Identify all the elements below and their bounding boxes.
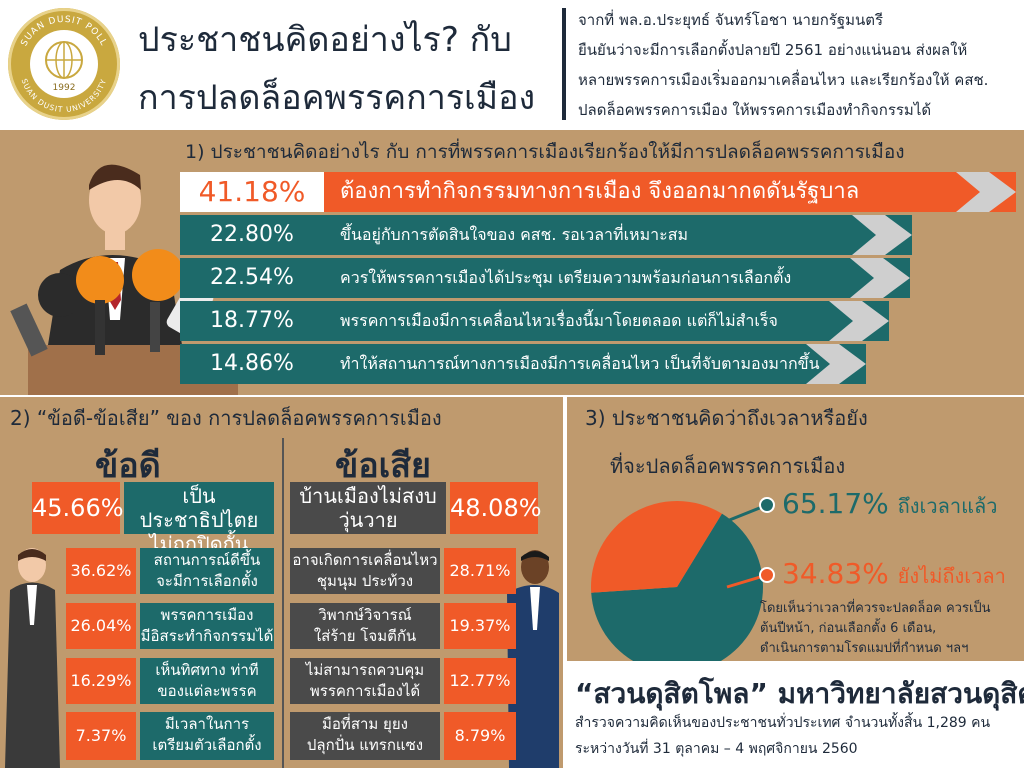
section1-bar-tail [829, 301, 889, 341]
cons-value: 48.08% [450, 482, 542, 534]
section3-title-line1: 3) ประชาชนคิดว่าถึงเวลาหรือยัง [585, 406, 868, 430]
pros-value: 36.62% [66, 548, 136, 594]
section3-note-3: ดำเนินการตามโรดแมปที่กำหนด ฯลฯ [760, 641, 969, 656]
intro-line-1: จากที่ พล.อ.ประยุทธ์ จันทร์โอชา นายกรัฐม… [578, 11, 884, 29]
intro-line-2: ยืนยันว่าจะมีการเลือกตั้งปลายปี 2561 อย่… [578, 41, 968, 59]
section1-bar-label: ต้องการทำกิจกรรมทางการเมือง จึงออกมากดดั… [340, 179, 860, 204]
pros-label: เห็นทิศทาง ท่าที ของแต่ละพรรค [140, 658, 274, 704]
section1-title: 1) ประชาชนคิดอย่างไร กับ การที่พรรคการเม… [185, 141, 905, 163]
suan-dusit-poll-logo: SUAN DUSIT POLL SUAN DUSIT UNIVERSITY 19… [8, 8, 120, 120]
cons-label: อาจเกิดการเคลื่อนไหว ชุมนุม ประท้วง [290, 548, 440, 594]
pros-value: 26.04% [66, 603, 136, 649]
cons-value: 8.79% [444, 712, 516, 760]
section1-bar: 14.86% ทำให้สถานการณ์ทางการเมืองมีการเคลื… [180, 344, 866, 384]
section1-bar-label: ควรให้พรรคการเมืองได้ประชุม เตรียมความพร… [340, 268, 792, 287]
pros-heading: ข้อดี [95, 446, 161, 486]
footer-line-2: ระหว่างวันที่ 31 ตุลาคม – 4 พฤศจิกายน 25… [575, 741, 858, 757]
header-divider [562, 8, 566, 120]
footer [567, 661, 1024, 768]
cons-label: วิพากษ์วิจารณ์ ใส่ร้าย โจมตีกัน [290, 603, 440, 649]
section1-bar-value: 22.80% [210, 222, 294, 247]
pros-label: มีเวลาในการ เตรียมตัวเลือกตั้ง [140, 712, 274, 760]
section1-bar: 41.18% ต้องการทำกิจกรรมทางการเมือง จึงออก… [180, 172, 1016, 212]
section1-bar-value: 41.18% [180, 172, 324, 212]
pie-callout-line [716, 503, 768, 527]
section3-note-1: โดยเห็นว่าเวลาที่ควรจะปลดล็อค ควรเป็น [760, 601, 991, 616]
pros-label: เป็นประชาธิปไตย ไม่ถูกปิดกั้น [124, 482, 274, 556]
cons-value: 19.37% [444, 603, 516, 649]
pie-slice [591, 513, 763, 661]
section1-bar-tail [956, 172, 1016, 212]
pros-cons-divider [282, 438, 284, 768]
cons-label: มือที่สาม ยุยง ปลุกปั่น แทรกแซง [290, 712, 440, 760]
section1-bar-label: ทำให้สถานการณ์ทางการเมืองมีการเคลื่อนไหว… [340, 354, 820, 373]
cons-label: ไม่สามารถควบคุม พรรคการเมืองได้ [290, 658, 440, 704]
speaker-podium-illustration [10, 164, 238, 395]
pie-label: 34.83% ยังไม่ถึงเวลา [782, 557, 1006, 590]
section1-bar-tail [852, 215, 912, 255]
section1-bar-value: 22.54% [210, 265, 294, 290]
pie-callout-dot [759, 567, 775, 583]
globe-icon: 1992 [45, 41, 83, 93]
right-person-illustration [507, 550, 559, 768]
main-title-line2: การปลดล็อคพรรคการเมือง [138, 78, 536, 118]
section1-bar-tail [850, 258, 910, 298]
cons-label: บ้านเมืองไม่สงบ วุ่นวาย [290, 482, 446, 534]
cons-heading: ข้อเสีย [335, 446, 431, 486]
section1-bar-value: 18.77% [210, 308, 294, 333]
section1-bar: 18.77% พรรคการเมืองมีการเคลื่อนไหวเรื่องน… [180, 301, 889, 341]
section3-note-2: ต้นปีหน้า, ก่อนเลือกตั้ง 6 เดือน, [760, 621, 937, 636]
footer-line-1: สำรวจความคิดเห็นของประชาชนทั่วประเทศ จำน… [575, 715, 991, 731]
pros-value: 45.66% [32, 482, 124, 534]
pie-callout-dot [759, 497, 775, 513]
left-person-illustration [5, 548, 60, 768]
section1-bar-value: 14.86% [210, 351, 294, 376]
section1-bar: 22.54% ควรให้พรรคการเมืองได้ประชุม เตรียม… [180, 258, 910, 298]
pros-label: สถานการณ์ดีขึ้น จะมีการเลือกตั้ง [140, 548, 274, 594]
footer-title: “สวนดุสิตโพล” มหาวิทยาลัยสวนดุสิต [575, 677, 1024, 710]
section3-title-line2: ที่จะปลดล็อคพรรคการเมือง [610, 454, 846, 478]
header [0, 0, 1024, 130]
intro-line-3: หลายพรรคการเมืองเริ่มออกมาเคลื่อนไหว และ… [578, 71, 989, 89]
section2-title: 2) “ข้อดี-ข้อเสีย” ของ การปลดล็อคพรรคการ… [10, 406, 442, 430]
section1-bar: 22.80% ขึ้นอยู่กับการตัดสินใจของ คสช. รอเ… [180, 215, 912, 255]
pros-value: 7.37% [66, 712, 136, 760]
section-divider [563, 397, 567, 768]
intro-line-4: ปลดล็อคพรรคการเมือง ให้พรรคการเมืองทำกิจ… [578, 101, 932, 119]
pie-label: 65.17% ถึงเวลาแล้ว [782, 487, 997, 520]
pros-value: 16.29% [66, 658, 136, 704]
cons-value: 28.71% [444, 548, 516, 594]
section1-bar-label: พรรคการเมืองมีการเคลื่อนไหวเรื่องนี้มาโด… [340, 311, 778, 330]
main-title-line1: ประชาชนคิดอย่างไร? กับ [138, 20, 512, 60]
logo-globe: 1992 [30, 30, 98, 98]
section1-bar-label: ขึ้นอยู่กับการตัดสินใจของ คสช. รอเวลาที่… [340, 225, 689, 244]
section3-pie-chart: 65.17% ถึงเวลาแล้ว 34.83% ยังไม่ถึงเวลา [591, 487, 1006, 661]
logo-year: 1992 [53, 83, 76, 93]
pros-label: พรรคการเมือง มีอิสระทำกิจกรรมได้ [140, 603, 274, 649]
pie-slice [591, 501, 722, 593]
cons-value: 12.77% [444, 658, 516, 704]
